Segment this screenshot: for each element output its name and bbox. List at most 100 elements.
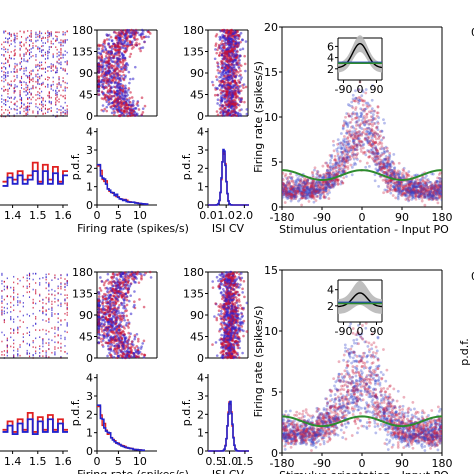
- row-top-raster-spike: [39, 94, 41, 97]
- row-top-raster-spike: [56, 91, 58, 94]
- row-top-tuning-point: [301, 194, 304, 197]
- row-top-scatter-rate-point: [139, 49, 142, 53]
- row-top-tuning-point: [308, 194, 312, 198]
- row-top-tuning-point: [362, 150, 366, 154]
- row-top-raster-spike: [10, 83, 12, 86]
- row-top-tuning-point: [333, 154, 337, 158]
- row-top-raster-spike: [23, 110, 25, 113]
- row-top-raster-spike: [66, 82, 68, 85]
- row-top-raster-spike: [25, 112, 27, 115]
- row-top-tuning-point: [325, 182, 329, 186]
- row-top-tuning-point: [340, 150, 344, 154]
- row-top-scatter-cv-point: [215, 75, 218, 79]
- row-top-tuning-point: [407, 170, 411, 174]
- row-top-raster-spike: [5, 37, 7, 40]
- row-top-tuning-point: [414, 182, 418, 186]
- row-top-tuning-point: [390, 171, 394, 175]
- row-bottom-raster-spike: [13, 339, 15, 342]
- row-top-tuning-point: [414, 184, 418, 188]
- row-top-tuning-point: [292, 193, 296, 197]
- row-top-tuning-point: [410, 188, 413, 192]
- row-bottom-raster-spike: [13, 332, 15, 334]
- row-top-tuning-point: [327, 197, 331, 200]
- row-top-raster-spike: [35, 40, 37, 43]
- row-top-tuning-point: [310, 180, 314, 184]
- row-top-tuning-point: [420, 187, 424, 191]
- row-top-raster-spike: [50, 67, 52, 69]
- row-top-tuning-point: [433, 189, 437, 193]
- row-top-raster-spike: [3, 31, 5, 33]
- row-top-scatter-rate-point: [119, 60, 123, 64]
- row-top-raster-spike: [47, 86, 49, 88]
- row-top-tuning-point: [409, 180, 413, 184]
- row-top-tuning-point: [355, 143, 359, 147]
- row-top-scatter-cv-point: [233, 79, 237, 82]
- row-top-scatter-cv-point: [216, 93, 219, 97]
- row-top-tuning-point: [358, 133, 362, 137]
- row-top-raster-spike: [50, 107, 52, 109]
- row-top-raster-spike: [62, 106, 64, 109]
- row-top-scatter-cv-point: [227, 70, 230, 73]
- row-top-tuning-point: [312, 184, 315, 188]
- row-top-scatter-cv-point: [222, 89, 225, 93]
- row-top-tuning-point: [383, 167, 387, 170]
- row-top-tuning-point: [386, 185, 389, 189]
- row-top-raster-spike: [41, 84, 43, 86]
- row-top-tuning-point: [364, 88, 368, 91]
- row-top-scatter-rate-point: [132, 45, 135, 49]
- row-top-raster-spike: [8, 65, 11, 68]
- row-top-tuning-point: [347, 155, 350, 159]
- row-top-tuning-point: [422, 187, 426, 190]
- row-top-tuning-point: [299, 189, 302, 193]
- row-top-tuning-point: [299, 178, 303, 182]
- row-top-raster-spike: [41, 101, 43, 104]
- row-top-raster-spike: [42, 37, 44, 39]
- row-top-raster-spike: [39, 50, 41, 53]
- row-top-raster-spike: [30, 48, 32, 50]
- row-top-tuning-point: [348, 155, 352, 159]
- row-top-raster-spike: [35, 31, 37, 34]
- row-top-raster-spike: [47, 57, 49, 59]
- row-top-tuning-point: [408, 193, 412, 196]
- row-top-scatter-rate-point: [115, 92, 118, 96]
- row-top-tuning-point: [349, 148, 353, 151]
- row-top-scatter-cv-point: [214, 48, 217, 51]
- row-top-scatter-rate-point: [120, 52, 124, 55]
- row-top-tuning-point: [412, 187, 416, 190]
- row-top-scatter-rate-point: [97, 85, 101, 89]
- row-top-raster-spike: [27, 102, 29, 104]
- row-top-raster-spike: [13, 32, 15, 35]
- row-top-tuning-point: [422, 191, 426, 195]
- row-top-tuning-point: [409, 190, 413, 194]
- row-top-tuning-point: [436, 187, 440, 191]
- row-top-raster-spike: [42, 42, 44, 44]
- row-top-tuning-point: [354, 108, 357, 111]
- row-top-tuning-point: [314, 188, 318, 192]
- row-top-raster-spike: [39, 108, 41, 111]
- row-top-tuning-point: [288, 188, 291, 192]
- row-top-tuning-point: [373, 134, 376, 138]
- row-top-tuning-point: [331, 182, 335, 186]
- row-top-raster-spike: [62, 77, 64, 79]
- row-top-tuning-point: [306, 178, 310, 182]
- row-top-tuning-point: [339, 182, 343, 186]
- row-top-tuning-point: [336, 138, 340, 142]
- row-top-raster-spike: [60, 51, 62, 54]
- row-top-tuning-point: [289, 190, 293, 194]
- row-top-scatter-rate-point: [128, 113, 132, 116]
- row-top-raster-spike: [10, 71, 12, 73]
- row-top-raster-spike: [64, 87, 66, 90]
- row-top-scatter-rate-point: [112, 55, 115, 59]
- row-top-tuning-point: [322, 186, 326, 190]
- row-top-tuning-point: [341, 167, 345, 171]
- row-top-tuning-point: [429, 193, 432, 197]
- row-top-raster-spike: [41, 96, 43, 99]
- row-top-raster-spike: [55, 39, 57, 42]
- row-top-tuning-point: [359, 97, 362, 100]
- row-top-scatter-rate-point: [124, 86, 127, 90]
- row-top-tuning-point: [334, 182, 337, 186]
- row-top-tuning-point: [378, 155, 382, 158]
- row-top-tuning-point: [435, 181, 439, 184]
- row-top-raster-spike: [8, 37, 11, 39]
- row-top-tuning-point: [373, 122, 377, 125]
